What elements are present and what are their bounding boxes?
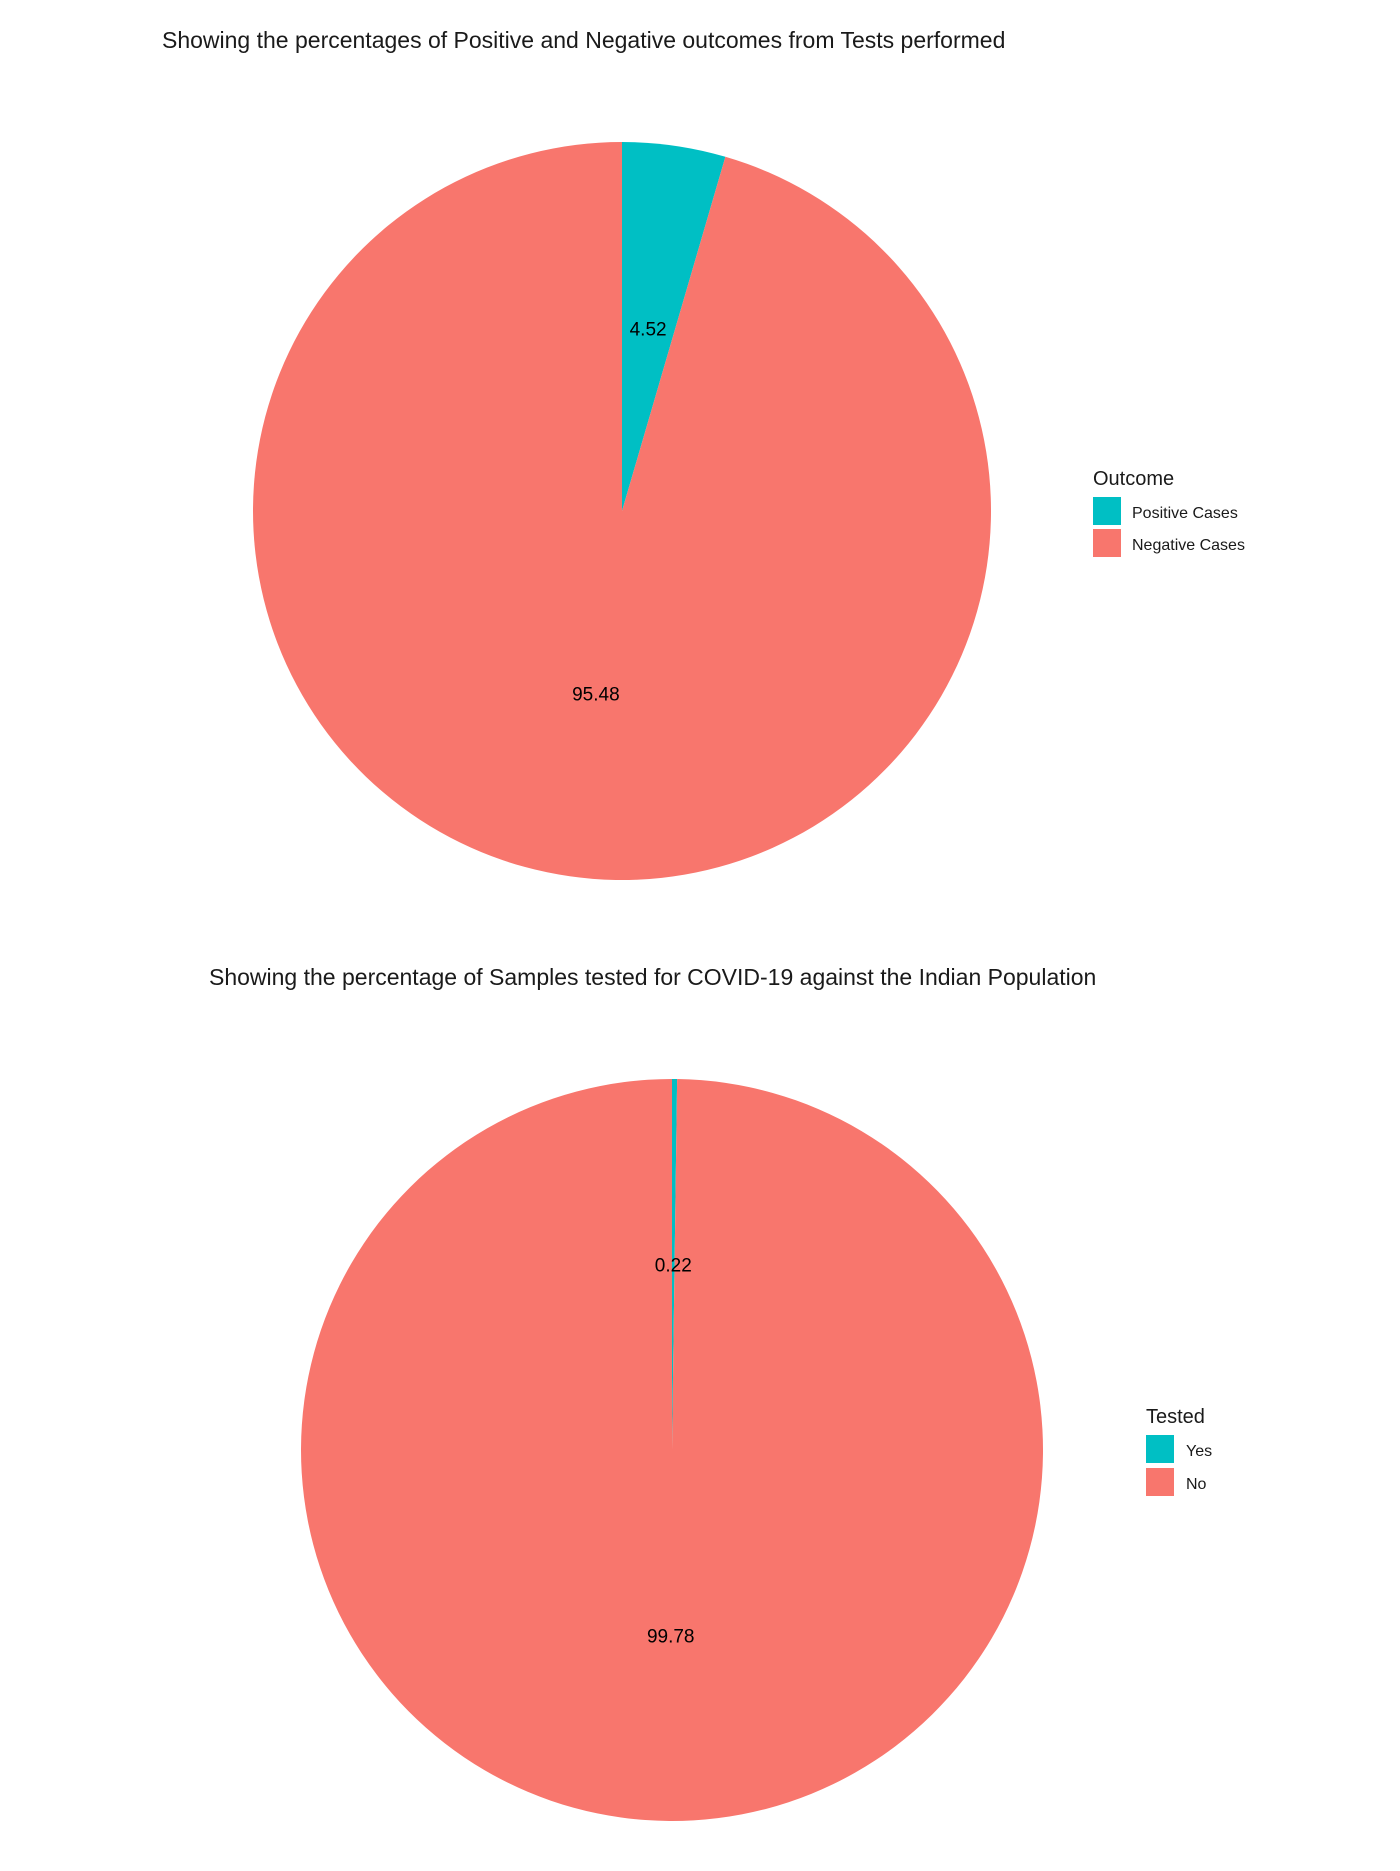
chart-1-legend: Outcome Positive Cases Negative Cases <box>1093 468 1245 557</box>
legend-label-yes: Yes <box>1186 1443 1212 1460</box>
legend-label-no: No <box>1186 1476 1207 1493</box>
pie-slice-yes <box>672 1079 678 1450</box>
pie-slice-positive-cases <box>622 142 726 511</box>
pie-value-label-no: 99.78 <box>647 1626 695 1647</box>
pie-value-label-yes: 0.22 <box>655 1256 692 1277</box>
chart-2-legend-title: Tested <box>1146 1406 1205 1428</box>
legend-label-negative-cases: Negative Cases <box>1132 537 1245 554</box>
legend-swatch-no <box>1146 1468 1174 1496</box>
chart-2-legend: Tested Yes No <box>1146 1406 1212 1496</box>
chart-1: Showing the percentages of Positive and … <box>162 27 1245 880</box>
chart-1-pie: 4.52 95.48 <box>253 142 992 880</box>
chart-2-pie: 0.22 99.78 <box>301 1079 1044 1822</box>
chart-1-title: Showing the percentages of Positive and … <box>162 27 1005 53</box>
pie-slice-negative-cases <box>253 142 992 880</box>
chart-2-title: Showing the percentage of Samples tested… <box>209 964 1096 990</box>
legend-label-positive-cases: Positive Cases <box>1132 505 1238 522</box>
pie-value-label-positive-cases: 4.52 <box>630 319 667 340</box>
legend-swatch-negative-cases <box>1093 529 1121 557</box>
pie-value-label-negative-cases: 95.48 <box>572 685 620 706</box>
legend-swatch-yes <box>1146 1435 1174 1463</box>
chart-2: Showing the percentage of Samples tested… <box>209 964 1212 1822</box>
pie-slice-no <box>301 1079 1044 1822</box>
legend-swatch-positive-cases <box>1093 497 1121 525</box>
chart-1-legend-title: Outcome <box>1093 468 1174 490</box>
